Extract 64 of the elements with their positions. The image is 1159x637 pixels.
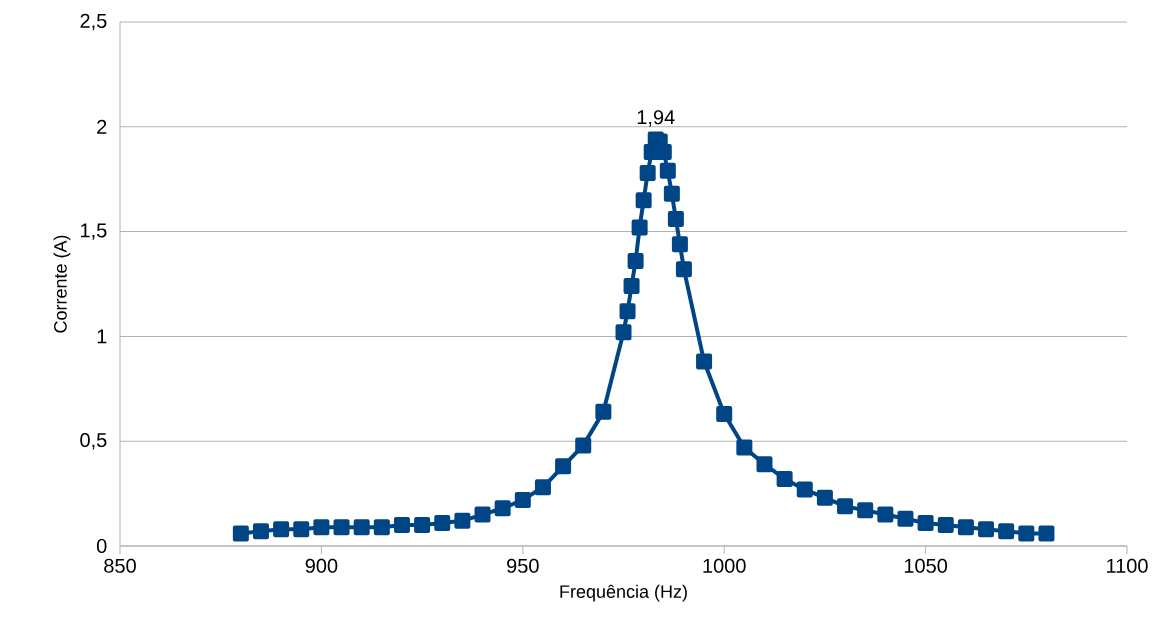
point — [663, 185, 680, 202]
point — [619, 303, 636, 320]
point — [635, 192, 652, 209]
y-tick-label: 2 — [97, 119, 107, 134]
point — [575, 437, 592, 454]
point — [917, 514, 934, 531]
point — [675, 261, 692, 278]
point — [353, 519, 370, 536]
point — [534, 479, 551, 496]
point — [313, 519, 330, 536]
point — [796, 481, 813, 498]
point — [273, 521, 290, 538]
point — [454, 512, 471, 529]
y-tick-label: 2,5 — [80, 13, 107, 31]
point — [857, 502, 874, 519]
point — [837, 498, 854, 515]
x-tick-label: 1000 — [703, 558, 746, 573]
point — [414, 517, 431, 534]
x-tick-label: 1050 — [904, 558, 948, 573]
point — [671, 236, 688, 253]
point — [373, 519, 390, 536]
point — [252, 523, 269, 540]
point — [514, 491, 531, 508]
x-tick-label: 1100 — [1107, 558, 1148, 573]
point — [393, 517, 410, 534]
x-tick-label: 950 — [507, 558, 539, 573]
point — [897, 510, 914, 527]
point — [736, 439, 753, 456]
point — [776, 470, 793, 487]
point — [816, 489, 833, 506]
point — [957, 519, 974, 536]
point — [639, 164, 656, 181]
point — [631, 219, 648, 236]
y-tick-label: 1,5 — [81, 223, 107, 240]
point — [595, 403, 612, 420]
point — [232, 525, 249, 542]
point — [1018, 525, 1035, 542]
x-axis-title: Frequência (Hz) — [560, 584, 687, 602]
point — [877, 506, 894, 523]
point — [623, 278, 640, 295]
y-axis-title: Corrente (A) — [53, 235, 71, 333]
point — [627, 252, 644, 269]
point — [696, 353, 713, 370]
point — [333, 519, 350, 536]
y-tick-label: 1 — [97, 329, 107, 344]
point — [937, 517, 954, 534]
point — [434, 514, 451, 531]
point — [667, 211, 684, 228]
point — [756, 456, 773, 473]
point — [1038, 525, 1055, 542]
point — [659, 162, 676, 179]
x-tick-label: 850 — [104, 558, 136, 573]
point — [293, 521, 310, 538]
point — [716, 405, 733, 422]
point — [555, 458, 572, 475]
point — [998, 523, 1015, 540]
point — [615, 324, 632, 341]
point — [474, 506, 491, 523]
y-tick-label: 0,5 — [80, 432, 107, 450]
data-label: 1,94 — [637, 110, 675, 127]
point — [494, 500, 511, 517]
point — [978, 521, 995, 538]
y-tick-label: 0 — [96, 538, 107, 554]
x-tick-label: 900 — [305, 558, 338, 573]
